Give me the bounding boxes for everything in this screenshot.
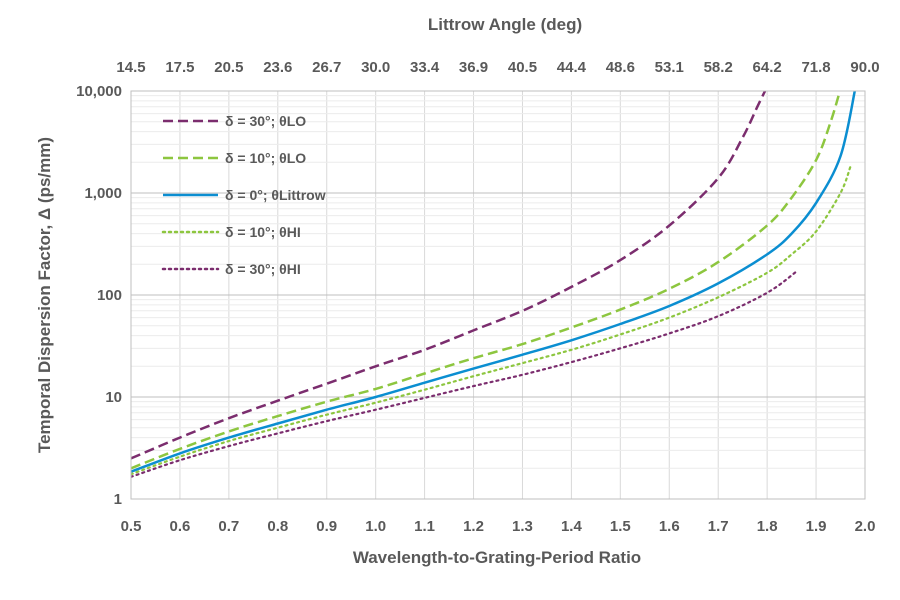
y-tick-label: 1,000 <box>84 185 122 202</box>
legend: δ = 30°; θLO δ = 10°; θLO δ = 0°; θLittrow… <box>161 113 326 277</box>
x-tick-label: 0.9 <box>316 518 337 535</box>
x-tick-label: 0.6 <box>170 518 191 535</box>
series-line-3 <box>131 165 852 476</box>
top-tick-label: 58.2 <box>704 59 733 76</box>
x-tick-label: 1.7 <box>708 518 729 535</box>
x-tick-label: 1.1 <box>414 518 435 535</box>
top-axis-ticks: 14.5 17.5 20.5 23.6 26.7 30.0 33.4 36.9 40.5 44.4… <box>116 59 879 76</box>
legend-label-4: δ = 30°; θHI <box>225 261 301 277</box>
series-line-2 <box>131 91 857 473</box>
x-axis-title: Wavelength-to-Grating-Period Ratio <box>353 548 641 567</box>
series-line-0 <box>131 91 767 460</box>
series-line-1 <box>131 91 842 470</box>
x-tick-label: 1.6 <box>659 518 680 535</box>
y-tick-label: 10 <box>105 389 122 406</box>
grid <box>130 90 866 500</box>
top-tick-label: 17.5 <box>165 59 194 76</box>
top-tick-label: 71.8 <box>801 59 830 76</box>
top-axis-title: Littrow Angle (deg) <box>428 15 582 34</box>
y-tick-label: 1 <box>114 491 122 508</box>
top-tick-label: 26.7 <box>312 59 341 76</box>
x-tick-label: 1.9 <box>806 518 827 535</box>
series-lines <box>131 91 857 478</box>
x-tick-label: 2.0 <box>855 518 876 535</box>
top-tick-label: 90.0 <box>850 59 879 76</box>
top-tick-label: 44.4 <box>557 59 587 76</box>
y-axis-ticks: 1 10 100 1,000 10,000 <box>76 83 122 508</box>
top-tick-label: 14.5 <box>116 59 145 76</box>
y-tick-label: 100 <box>97 287 122 304</box>
top-tick-label: 36.9 <box>459 59 488 76</box>
series-line-4 <box>131 270 798 478</box>
y-axis-title: Temporal Dispersion Factor, Δ (ps/mm) <box>35 137 54 453</box>
top-tick-label: 53.1 <box>655 59 684 76</box>
x-tick-label: 0.5 <box>121 518 142 535</box>
legend-label-1: δ = 10°; θLO <box>225 150 306 166</box>
x-tick-label: 1.0 <box>365 518 386 535</box>
legend-label-3: δ = 10°; θHI <box>225 224 301 240</box>
x-tick-label: 0.8 <box>267 518 288 535</box>
x-tick-label: 1.2 <box>463 518 484 535</box>
x-tick-label: 1.3 <box>512 518 533 535</box>
top-tick-label: 30.0 <box>361 59 390 76</box>
top-tick-label: 33.4 <box>410 59 440 76</box>
top-tick-label: 40.5 <box>508 59 537 76</box>
x-tick-label: 1.8 <box>757 518 778 535</box>
legend-label-0: δ = 30°; θLO <box>225 113 306 129</box>
top-tick-label: 48.6 <box>606 59 635 76</box>
top-tick-label: 20.5 <box>214 59 243 76</box>
x-tick-label: 1.4 <box>561 518 583 535</box>
x-tick-label: 1.5 <box>610 518 631 535</box>
top-tick-label: 23.6 <box>263 59 292 76</box>
x-axis-ticks: 0.5 0.6 0.7 0.8 0.9 1.0 1.1 1.2 1.3 1.4 1.5 1.6 1.7 1… <box>121 518 876 535</box>
x-tick-label: 0.7 <box>218 518 239 535</box>
plot-frame <box>130 90 866 500</box>
y-tick-label: 10,000 <box>76 83 122 100</box>
top-tick-label: 64.2 <box>753 59 782 76</box>
legend-label-2: δ = 0°; θLittrow <box>225 187 326 203</box>
